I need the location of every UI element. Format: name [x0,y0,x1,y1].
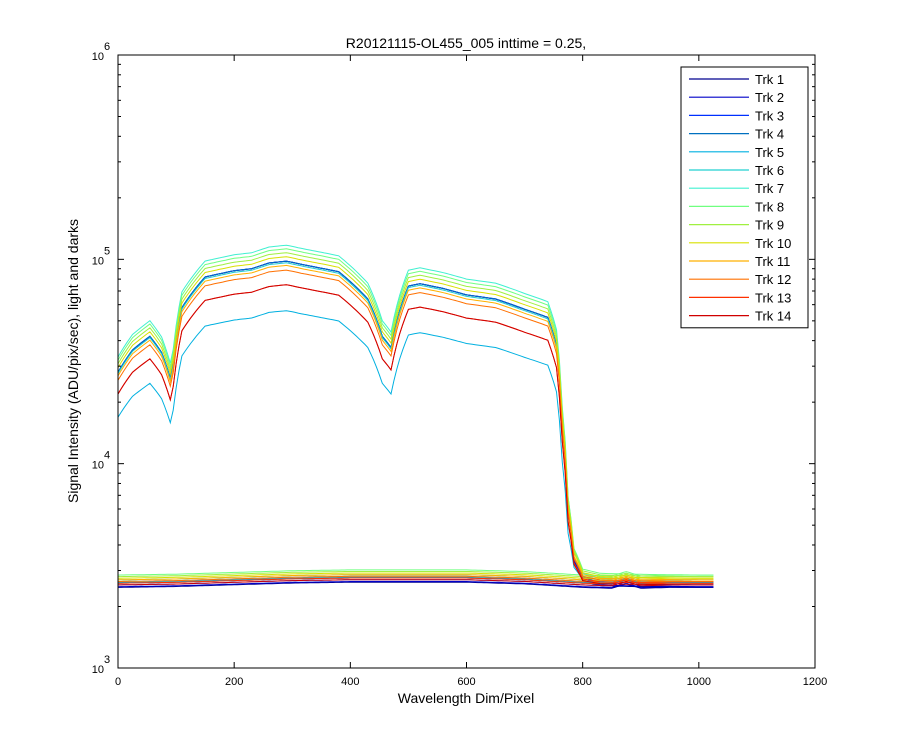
legend: Trk 1 Trk 2 Trk 3 Trk 4 Trk 5 Trk 6 Trk 7 Trk 8… [680,66,809,329]
series-light-line [117,264,714,581]
legend-label: Trk 7 [755,181,784,196]
series-dark-line [118,581,714,589]
legend-label: Trk 4 [755,127,784,142]
series-light-line [117,260,714,584]
legend-label: Trk 8 [755,199,784,214]
x-axis-label: Wavelength Dim/Pixel [398,690,534,706]
x-tick-label: 800 [573,676,591,688]
y-tick-label: 10 [92,460,104,472]
x-tick-label: 600 [457,676,475,688]
legend-label: Trk 10 [755,236,791,251]
series-light-line [117,248,714,576]
chart-title: R20121115-OL455_005 inttime = 0.25, [346,35,586,51]
series-light-line [117,269,714,582]
x-tick-label: 0 [115,676,121,688]
y-tick-label-exponent: 6 [104,41,110,53]
series-light-line [117,284,714,586]
series-dark-line [118,577,714,585]
y-tick-label: 10 [92,51,104,63]
legend-label: Trk 9 [755,218,784,233]
legend-label: Trk 3 [755,108,784,123]
x-tick-label: 200 [225,676,243,688]
series-light-line [117,284,714,584]
series-light-line [117,260,714,588]
y-tick-label-exponent: 3 [104,654,110,666]
series-dark-line [118,575,714,583]
series-light-line [117,252,714,578]
y-tick-label-exponent: 4 [104,450,110,462]
legend-label: Trk 13 [755,290,791,305]
series-light-line [117,310,714,583]
legend-label: Trk 2 [755,90,784,105]
x-tick-label: 1200 [803,676,827,688]
series-dark-line [117,581,714,589]
y-tick-label-exponent: 5 [104,245,110,257]
y-axis-label: Signal Intensity (ADU/pix/sec), light an… [65,219,81,503]
series-light-line [117,244,714,581]
y-tick-label: 10 [92,255,104,267]
series-light-line [117,256,714,579]
legend-box [680,66,809,329]
series-lines [117,244,714,589]
legend-label: Trk 1 [755,72,784,87]
legend-label: Trk 11 [755,254,790,269]
y-tick-label: 10 [92,664,104,676]
legend-label: Trk 5 [755,145,784,160]
series-light-line [117,262,714,582]
legend-label: Trk 6 [755,163,784,178]
legend-label: Trk 12 [755,272,791,287]
series-light-line [117,260,714,586]
x-tick-label: 400 [341,676,359,688]
x-tick-label: 1000 [687,676,711,688]
series-dark-line [118,579,714,587]
legend-label: Trk 14 [755,309,791,324]
series-light-line [117,260,714,588]
